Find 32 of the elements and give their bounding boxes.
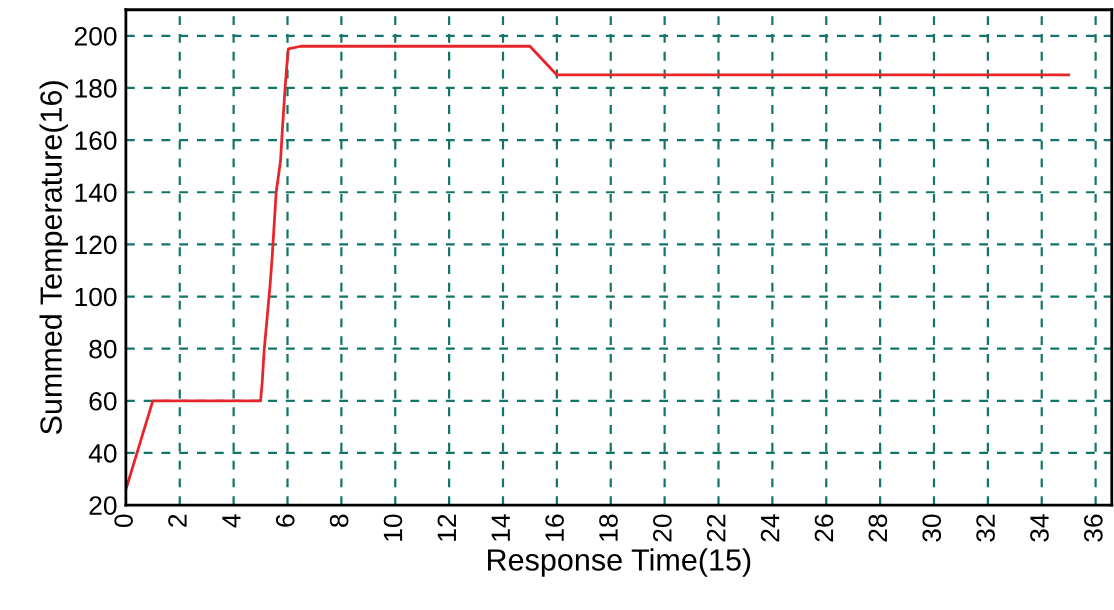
x-tick-label: 18 [599, 514, 618, 541]
x-tick-label: 14 [491, 514, 510, 541]
x-tick-label: 26 [814, 514, 834, 542]
y-tick-label: 20 [89, 496, 117, 515]
y-tick-label: 140 [75, 183, 117, 203]
x-tick-label: 2 [168, 514, 187, 527]
x-tick-label: 34 [1030, 514, 1049, 542]
y-axis-title: Summed Temperature(16) [39, 81, 68, 435]
y-tick-label: 160 [75, 131, 117, 150]
x-tick-label: 22 [706, 514, 726, 542]
x-tick-label: 28 [868, 514, 888, 542]
y-tick-label: 200 [74, 26, 117, 46]
x-tick-label: 12 [437, 514, 456, 541]
y-tick-label: 100 [75, 287, 117, 307]
x-tick-label: 32 [976, 514, 995, 542]
x-tick-label: 16 [545, 514, 564, 541]
x-tick-label: 24 [760, 514, 780, 542]
x-tick-label: 6 [275, 514, 295, 527]
x-tick-label: 0 [114, 514, 133, 528]
y-tick-label: 40 [88, 444, 117, 463]
x-tick-label: 30 [922, 514, 942, 542]
y-tick-label: 120 [75, 235, 117, 255]
x-axis-title: Response Time(15) [488, 548, 751, 577]
x-tick-label: 20 [653, 514, 672, 542]
x-tick-label: 36 [1084, 514, 1103, 542]
x-tick-label: 4 [222, 514, 241, 528]
y-tick-label: 180 [75, 79, 117, 98]
y-tick-label: 60 [89, 391, 117, 411]
x-tick-label: 8 [329, 514, 349, 527]
x-tick-label: 10 [383, 514, 403, 541]
line-series [125, 44, 1071, 491]
y-tick-label: 80 [89, 339, 117, 359]
